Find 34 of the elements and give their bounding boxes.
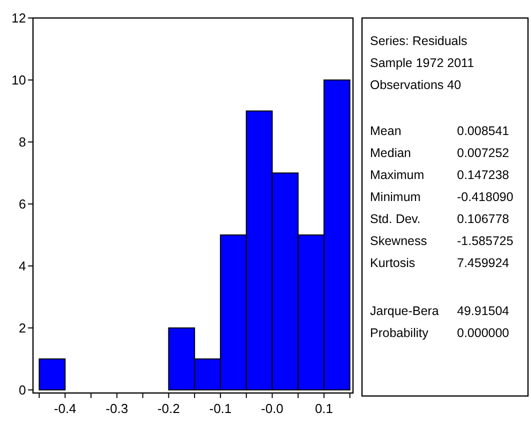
x-tick-label: 0.1: [314, 401, 334, 416]
y-tick-label: 10: [12, 72, 26, 88]
text: Probability: [370, 326, 430, 340]
x-tick-label: -0.4: [54, 401, 76, 416]
text: 0.106778: [457, 212, 510, 226]
text: Series: Residuals: [370, 34, 468, 48]
text: Sample 1972 2011: [370, 56, 474, 70]
text: Maximum: [370, 168, 424, 182]
text: 7.459924: [457, 256, 510, 270]
text: Observations 40: [370, 78, 462, 92]
text: Median: [370, 146, 412, 160]
x-tick-label: -0.3: [106, 401, 128, 416]
text: 49.91504: [457, 304, 510, 318]
y-tick-label: 2: [18, 320, 26, 336]
text: Mean: [370, 124, 402, 138]
y-tick-label: 8: [18, 134, 26, 150]
x-tick-label: -0.1: [209, 401, 232, 416]
text: 0.008541: [457, 124, 510, 138]
x-tick-label: -0.2: [157, 401, 180, 416]
text: 0.007252: [457, 146, 510, 160]
y-tick-label: 4: [18, 258, 26, 274]
text: Kurtosis: [370, 256, 416, 270]
text: Minimum: [370, 190, 421, 204]
text: Skewness: [370, 234, 427, 248]
y-tick-label: 6: [18, 196, 26, 212]
text: -1.585725: [457, 234, 514, 248]
text: 0.147238: [457, 168, 510, 182]
text: -0.418090: [457, 190, 514, 204]
y-tick-label: 0: [18, 382, 26, 398]
x-tick-label: -0.0: [261, 401, 284, 416]
text: Std. Dev.: [370, 212, 420, 226]
text: Jarque-Bera: [370, 304, 439, 318]
text: 0.000000: [457, 326, 510, 340]
y-tick-label: 12: [12, 10, 26, 26]
